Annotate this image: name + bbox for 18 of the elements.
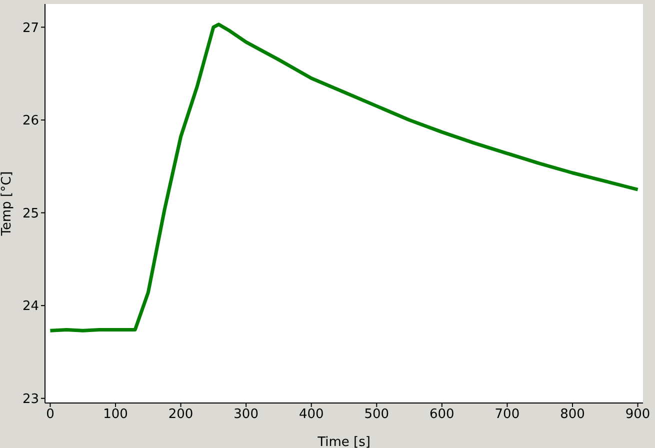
line-series: [48, 22, 640, 332]
y-tick-label: 25: [22, 206, 39, 222]
y-tick-label: 23: [22, 392, 39, 407]
x-tick-label: 600: [430, 407, 454, 422]
x-tick-label: 800: [560, 407, 585, 422]
x-tick-label: 500: [364, 407, 390, 422]
x-tick-label: 400: [298, 407, 324, 422]
x-tick-label: 200: [168, 407, 194, 422]
x-tick-label: 700: [494, 407, 520, 422]
x-tick-label: 300: [234, 407, 258, 422]
x-tick-label: 0: [46, 407, 54, 422]
y-tick-label: 24: [22, 299, 39, 314]
y-tick-label: 27: [22, 20, 39, 36]
y-tick-label: 26: [22, 114, 39, 129]
y-axis-title: Temp [°C]: [0, 171, 15, 237]
x-tick-label: 900: [625, 407, 650, 422]
x-tick-label: 100: [103, 407, 128, 422]
x-axis-title: Time [s]: [316, 435, 370, 448]
